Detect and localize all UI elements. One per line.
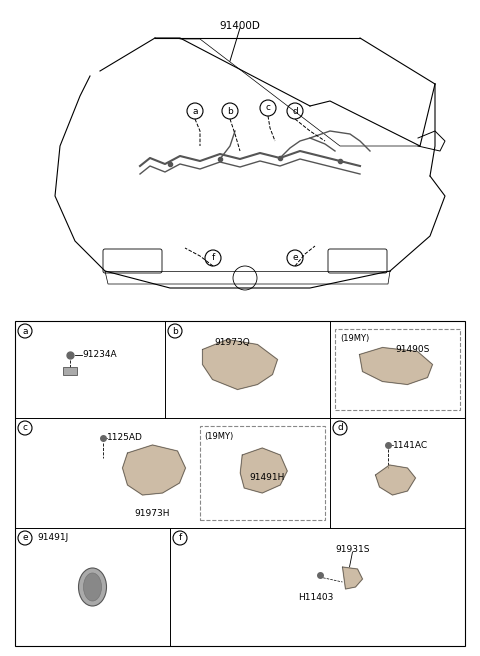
Text: d: d <box>337 424 343 432</box>
Bar <box>335 329 460 410</box>
Text: c: c <box>23 424 27 432</box>
Bar <box>63 367 77 375</box>
Text: 91490S: 91490S <box>396 344 430 354</box>
Text: H11403: H11403 <box>298 592 333 602</box>
Polygon shape <box>203 340 277 390</box>
Text: a: a <box>192 106 198 115</box>
Text: 91234A: 91234A <box>82 350 117 359</box>
Text: 91931S: 91931S <box>335 546 370 554</box>
Bar <box>200 426 325 520</box>
Text: 1141AC: 1141AC <box>393 440 428 449</box>
Text: 91973Q: 91973Q <box>215 338 251 348</box>
Polygon shape <box>240 448 287 493</box>
Polygon shape <box>343 567 362 589</box>
Text: e: e <box>292 253 298 262</box>
Text: 91491J: 91491J <box>37 533 68 543</box>
Text: b: b <box>227 106 233 115</box>
Text: 91491H: 91491H <box>250 474 285 483</box>
Polygon shape <box>122 445 185 495</box>
Text: f: f <box>211 253 215 262</box>
Text: d: d <box>292 106 298 115</box>
Text: b: b <box>172 327 178 335</box>
Text: c: c <box>265 104 271 112</box>
Ellipse shape <box>79 568 107 606</box>
Text: e: e <box>22 533 28 543</box>
Text: (19MY): (19MY) <box>204 432 234 440</box>
Text: 91400D: 91400D <box>219 21 261 31</box>
Text: 91973H: 91973H <box>135 508 170 518</box>
Text: 1125AD: 1125AD <box>107 434 143 443</box>
Ellipse shape <box>84 573 101 601</box>
Text: (19MY): (19MY) <box>340 335 369 344</box>
Polygon shape <box>360 348 432 384</box>
Text: f: f <box>179 533 181 543</box>
Polygon shape <box>375 465 416 495</box>
Text: a: a <box>22 327 28 335</box>
Bar <box>15 321 465 646</box>
